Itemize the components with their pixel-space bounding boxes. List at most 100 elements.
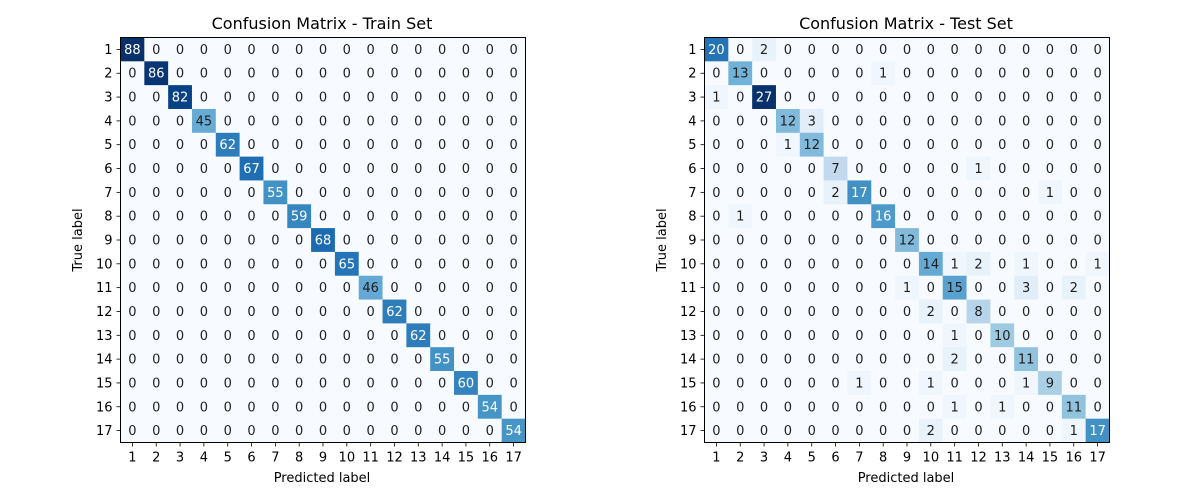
cell-value-label: 65 (339, 257, 356, 272)
cell-value-label: 0 (712, 67, 720, 82)
cell-value-label: 0 (879, 353, 887, 368)
heatmap-cell (966, 108, 991, 134)
heatmap-cell (728, 275, 753, 301)
cell-value-label: 0 (224, 67, 232, 82)
cell-value-label: 0 (903, 424, 911, 439)
cell-value-label: 0 (176, 210, 184, 225)
heatmap-cell (1014, 132, 1039, 158)
cell-value-label: 0 (760, 162, 768, 177)
heatmap-cell (239, 347, 264, 372)
heatmap-cell (239, 275, 264, 301)
heatmap-cell (191, 108, 217, 134)
cell-value-label: 54 (481, 400, 498, 415)
heatmap-cell (430, 418, 455, 443)
heatmap-cell (799, 132, 825, 158)
cell-value-label: 1 (1022, 257, 1030, 272)
x-tick-label: 11 (946, 451, 963, 466)
heatmap-cell (1061, 204, 1087, 229)
cell-value-label: 0 (200, 234, 208, 249)
cell-value-label: 0 (1022, 210, 1030, 225)
heatmap-cell (918, 61, 944, 86)
heatmap-cell (334, 132, 360, 158)
heatmap-cell (120, 371, 145, 396)
cell-value-label: 0 (390, 162, 398, 177)
heatmap-cell (215, 251, 241, 277)
heatmap-cell (1014, 85, 1039, 110)
heatmap-cell (942, 61, 968, 86)
heatmap-cell (191, 228, 217, 253)
cell-value-label: 0 (1046, 67, 1054, 82)
cell-value-label: 0 (760, 329, 768, 344)
heatmap-cell (752, 275, 777, 301)
heatmap-cell (168, 180, 193, 205)
heatmap-cell (1085, 251, 1110, 277)
cell-value-label: 0 (760, 210, 768, 225)
heatmap-cell (430, 180, 455, 205)
cell-value-label: 0 (1022, 67, 1030, 82)
heatmap-cell (477, 204, 503, 229)
heatmap-cell (430, 204, 455, 229)
heatmap-cell (358, 132, 384, 158)
heatmap-cell (287, 323, 312, 348)
heatmap-cell (406, 251, 431, 277)
heatmap-cell (1085, 299, 1110, 324)
cell-value-label: 0 (1022, 138, 1030, 153)
heatmap-cell (728, 156, 753, 181)
cell-value-label: 0 (712, 281, 720, 296)
heatmap-cell (752, 156, 777, 181)
cell-value-label: 0 (1093, 91, 1101, 106)
heatmap-cell (704, 61, 729, 86)
heatmap-cell (239, 299, 264, 324)
cell-value-label: 1 (1046, 186, 1054, 201)
heatmap-cell (1085, 204, 1110, 229)
heatmap-cell (871, 204, 896, 229)
cell-value-label: 0 (879, 43, 887, 58)
cell-value-label: 0 (319, 329, 327, 344)
cell-value-label: 0 (319, 186, 327, 201)
heatmap-cell (704, 180, 729, 205)
heatmap-cell (406, 275, 431, 301)
y-tick-label: 3 (688, 91, 696, 106)
heatmap-cell (144, 108, 169, 134)
cell-value-label: 0 (736, 186, 744, 201)
heatmap-cell (990, 228, 1015, 253)
heatmap-cell (334, 371, 360, 396)
heatmap-cell (406, 418, 431, 443)
heatmap-cell (239, 132, 264, 158)
cell-value-label: 0 (951, 114, 959, 129)
cell-value-label: 16 (875, 210, 892, 225)
heatmap-cell (728, 299, 753, 324)
heatmap-cell (168, 228, 193, 253)
cell-value-label: 1 (784, 138, 792, 153)
cell-value-label: 0 (343, 281, 351, 296)
heatmap-cells: 88 0 0 0 0 0 0 0 0 0 0 0 0 0 0 0 00 86 0 0 0 0 0 0 0 0 0 0 0 0 0 0 00 0 82… (120, 37, 526, 443)
cell-value-label: 0 (152, 91, 160, 106)
cell-value-label: 0 (760, 424, 768, 439)
cell-value-label: 0 (224, 305, 232, 320)
cell-value-label: 0 (319, 424, 327, 439)
heatmap-cell (168, 156, 193, 181)
heatmap-cell (752, 228, 777, 253)
heatmap-cell (704, 371, 729, 396)
y-tick-label: 7 (688, 186, 696, 201)
cell-value-label: 0 (152, 43, 160, 58)
cell-value-label: 0 (128, 234, 136, 249)
cell-value-label: 1 (855, 376, 863, 391)
y-tick-label: 11 (96, 281, 113, 296)
heatmap-cell (752, 394, 777, 420)
x-tick-label: 11 (362, 451, 379, 466)
cell-value-label: 0 (1070, 305, 1078, 320)
heatmap-cell (454, 61, 479, 86)
heatmap-cell (191, 37, 217, 62)
cell-value-label: 0 (903, 376, 911, 391)
heatmap-cell (287, 132, 312, 158)
heatmap-cell (263, 323, 288, 348)
cell-value-label: 0 (808, 376, 816, 391)
heatmap-cell (1061, 228, 1087, 253)
heatmap-cell (215, 132, 241, 158)
heatmap-cell (1014, 228, 1039, 253)
cell-value-label: 0 (462, 43, 470, 58)
heatmap-cell (966, 418, 991, 443)
cell-value-label: 0 (712, 305, 720, 320)
cell-value-label: 0 (1070, 162, 1078, 177)
